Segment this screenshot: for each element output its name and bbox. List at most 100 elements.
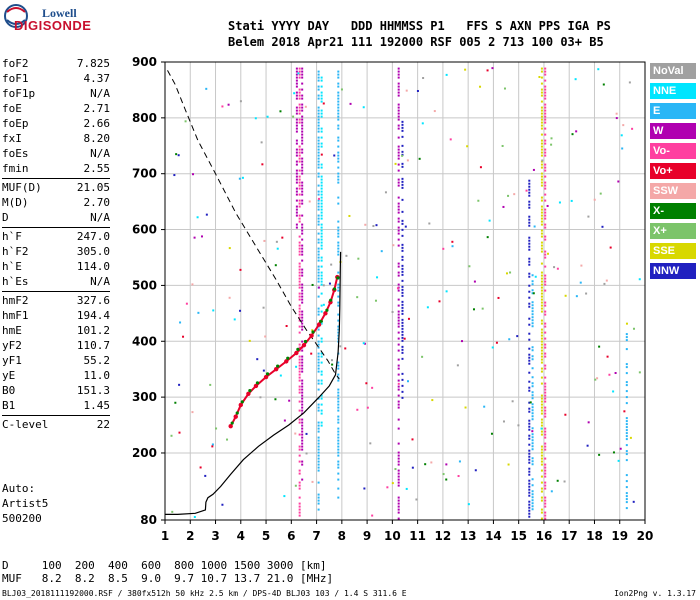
echo-dot — [301, 151, 304, 154]
echo-dot — [625, 474, 628, 477]
legend-item-x-: X- — [650, 203, 696, 219]
echo-dot — [298, 283, 301, 286]
muf-row: MUF 8.2 8.2 8.5 9.0 9.7 10.7 13.7 21.0 [… — [2, 572, 334, 585]
echo-dot — [320, 403, 323, 406]
param-separator — [2, 227, 110, 228]
echo-dot — [544, 469, 547, 472]
noise-dot — [415, 498, 418, 501]
echo-dot — [401, 312, 404, 315]
echo-dot — [540, 367, 543, 370]
echo-dot — [301, 289, 304, 292]
echo-dot — [337, 325, 340, 328]
echo-dot — [540, 430, 543, 433]
echo-dot — [401, 294, 404, 297]
echo-dot — [298, 253, 301, 256]
param-label: B1 — [2, 399, 16, 412]
echo-dot — [401, 384, 404, 387]
noise-dot — [199, 466, 202, 469]
echo-dot — [317, 223, 320, 226]
noise-dot — [191, 411, 194, 414]
echo-dot — [337, 487, 340, 490]
x-trace-point — [325, 308, 329, 312]
echo-dot — [397, 322, 400, 325]
echo-dot — [317, 379, 320, 382]
echo-dot — [397, 406, 400, 409]
echo-dot — [298, 355, 301, 358]
echo-dot — [337, 430, 340, 433]
echo-dot — [540, 424, 543, 427]
noise-dot — [580, 264, 583, 267]
noise-dot — [404, 225, 407, 228]
echo-dot — [298, 112, 301, 115]
echo-dot — [337, 388, 340, 391]
param-value: 8.20 — [83, 132, 111, 145]
echo-dot — [298, 154, 301, 157]
echo-dot — [544, 433, 547, 436]
echo-dot — [301, 70, 304, 73]
echo-dot — [320, 199, 323, 202]
noise-dot — [456, 364, 459, 367]
echo-dot — [397, 112, 400, 115]
echo-dot — [625, 495, 628, 498]
noise-dot — [445, 463, 448, 466]
echo-dot — [337, 241, 340, 244]
noise-dot — [407, 317, 410, 320]
echo-dot — [625, 423, 628, 426]
echo-dot — [317, 238, 320, 241]
noise-dot — [503, 87, 506, 90]
echo-dot — [401, 258, 404, 261]
echo-dot — [337, 439, 340, 442]
echo-dot — [301, 106, 304, 109]
noise-dot — [345, 254, 348, 257]
echo-dot — [544, 412, 547, 415]
noise-dot — [629, 436, 632, 439]
echo-dot — [401, 234, 404, 237]
echo-dot — [544, 445, 547, 448]
echo-dot — [397, 379, 400, 382]
echo-dot — [337, 463, 340, 466]
echo-dot — [337, 154, 340, 157]
echo-dot — [401, 291, 404, 294]
noise-dot — [556, 267, 559, 270]
echo-dot — [540, 445, 543, 448]
echo-dot — [397, 82, 400, 85]
noise-dot — [438, 300, 441, 303]
noise-dot — [228, 296, 231, 299]
echo-dot — [540, 277, 543, 280]
echo-dot — [397, 283, 400, 286]
echo-dot — [298, 88, 301, 91]
noise-dot — [396, 287, 399, 290]
echo-dot — [544, 376, 547, 379]
noise-dot — [174, 401, 177, 404]
noise-dot — [193, 236, 196, 239]
noise-dot — [623, 410, 626, 413]
param-value: 247.0 — [76, 230, 110, 243]
echo-dot — [544, 406, 547, 409]
echo-dot — [301, 391, 304, 394]
echo-dot — [397, 427, 400, 430]
noise-dot — [612, 390, 615, 393]
noise-dot — [371, 514, 374, 517]
echo-dot — [540, 340, 543, 343]
echo-dot — [397, 349, 400, 352]
noise-dot — [625, 322, 628, 325]
noise-dot — [211, 445, 214, 448]
echo-dot — [317, 310, 320, 313]
noise-dot — [363, 487, 366, 490]
echo-dot — [625, 507, 628, 510]
echo-dot — [301, 439, 304, 442]
echo-dot — [320, 370, 323, 373]
echo-dot — [298, 169, 301, 172]
echo-dot — [531, 307, 534, 310]
noise-dot — [587, 421, 590, 424]
param-label: foEs — [2, 147, 29, 160]
echo-dot — [540, 508, 543, 511]
echo-dot — [317, 403, 320, 406]
echo-dot — [397, 148, 400, 151]
echo-dot — [301, 361, 304, 364]
echo-dot — [301, 286, 304, 289]
echo-dot — [295, 178, 298, 181]
echo-dot — [320, 337, 323, 340]
echo-dot — [544, 343, 547, 346]
echo-dot — [337, 406, 340, 409]
